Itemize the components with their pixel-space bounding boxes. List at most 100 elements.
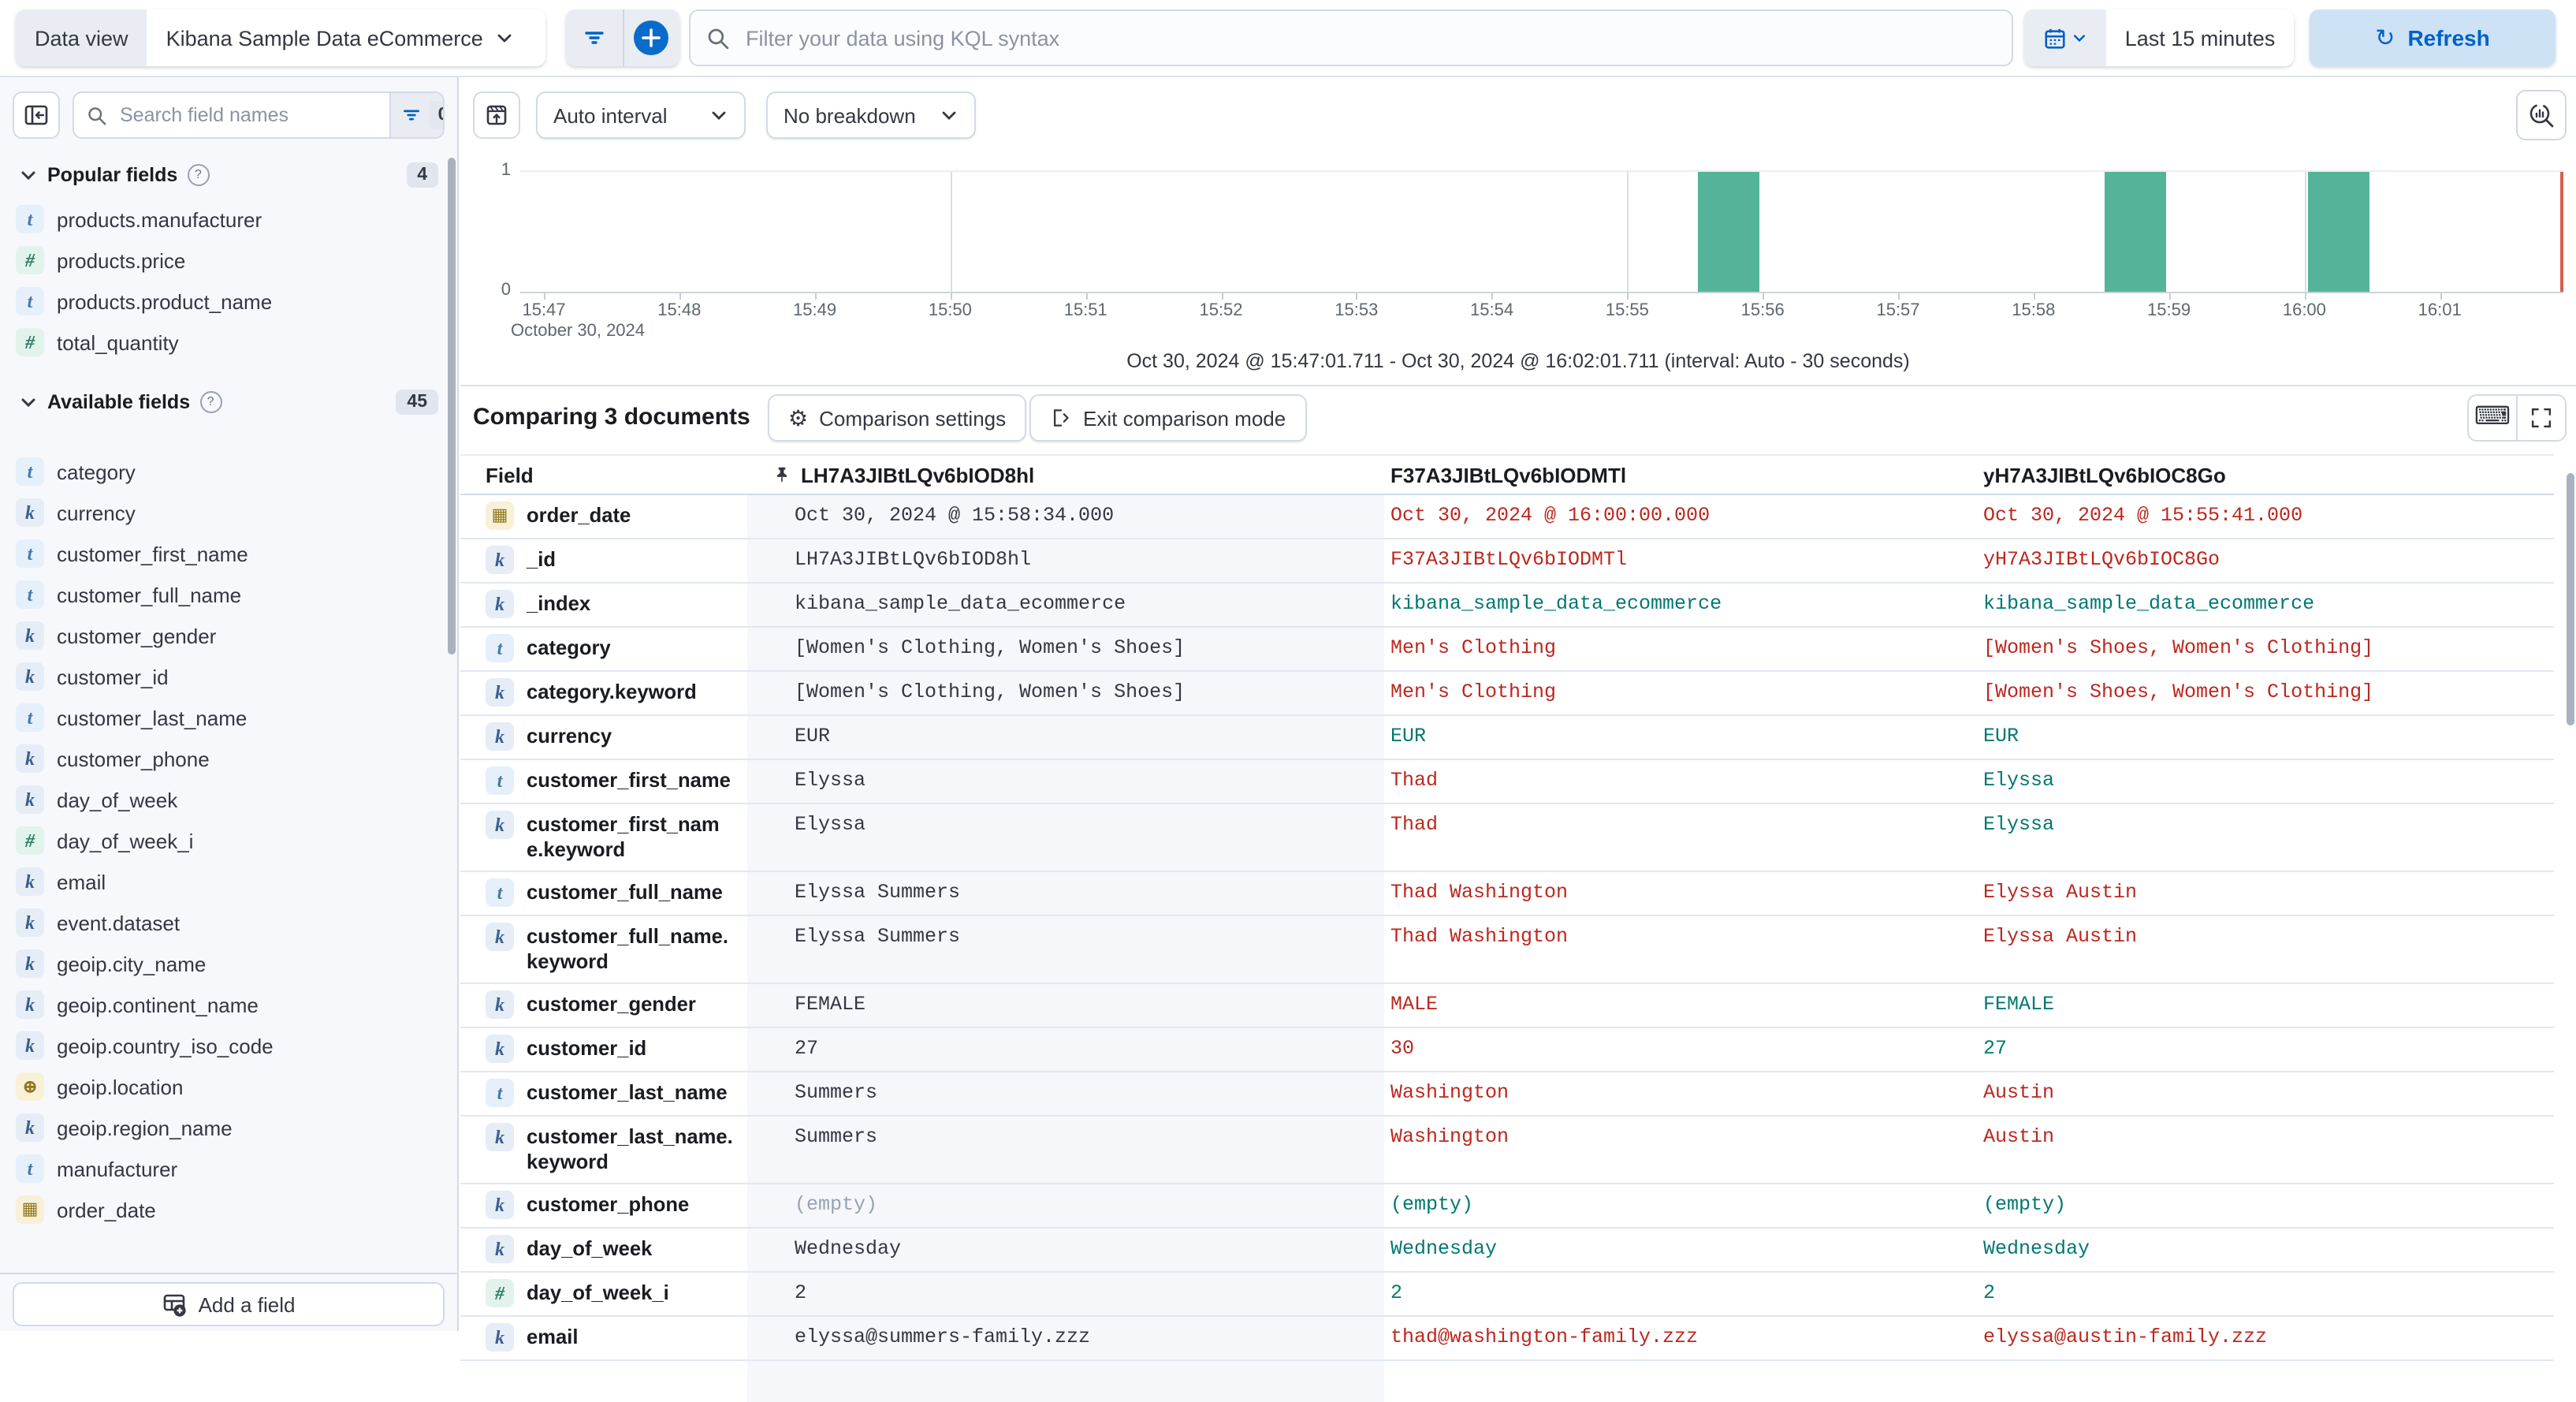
table-row[interactable]: t customer_full_name Elyssa Summers Thad… [460, 872, 2554, 916]
field-list-item[interactable]: # day_of_week_i [0, 820, 457, 861]
pinned-value-cell: EUR [747, 716, 1384, 759]
field-type-icon: k [486, 1323, 514, 1352]
table-row[interactable]: k _index kibana_sample_data_ecommerce ki… [460, 584, 2554, 628]
table-scrollbar[interactable] [2567, 473, 2574, 725]
field-list-item[interactable]: ▦ order_date [0, 1189, 457, 1230]
field-list-item[interactable]: t category [0, 451, 457, 492]
add-field-button[interactable]: Add a field [13, 1282, 445, 1326]
main-content: Auto interval No breakdown 1 0 15:47 15:4… [460, 76, 2576, 1402]
table-row[interactable]: t category [Women's Clothing, Women's Sh… [460, 628, 2554, 672]
add-filter-button[interactable] [622, 9, 679, 66]
field-list-item[interactable]: t products.product_name [0, 281, 457, 322]
y-axis-tick-0: 0 [501, 281, 511, 300]
table-row[interactable]: k email elyssa@summers-family.zzz thad@w… [460, 1317, 2554, 1361]
field-list-item[interactable]: k currency [0, 492, 457, 533]
data-view-value[interactable]: Kibana Sample Data eCommerce [147, 9, 545, 66]
table-row[interactable]: k customer_last_name.keyword Summers Was… [460, 1117, 2554, 1184]
hide-chart-button[interactable] [473, 91, 520, 139]
value-cell-2: Oct 30, 2024 @ 15:55:41.000 [1983, 505, 2303, 527]
field-list-item[interactable]: t products.manufacturer [0, 199, 457, 240]
field-list-item[interactable]: ⊕ geoip.location [0, 1066, 457, 1107]
field-list-item[interactable]: t customer_full_name [0, 574, 457, 615]
doc-header-1[interactable]: F37A3JIBtLQv6bIODMTl [1384, 463, 1977, 487]
table-row-partial [460, 1361, 2554, 1402]
fullscreen-button[interactable] [2516, 396, 2565, 440]
x-axis-tick: 15:54 [1470, 301, 1514, 320]
field-column-header[interactable]: Field [486, 463, 534, 487]
x-axis-tick: 15:58 [2012, 301, 2056, 320]
keyboard-shortcuts-button[interactable]: ⌨ [2469, 396, 2516, 440]
table-row[interactable]: k customer_gender FEMALE MALE FEMALE [460, 984, 2554, 1028]
value-cell-1: 2 [1390, 1282, 1403, 1304]
kql-search-bar[interactable] [689, 9, 2013, 66]
table-row[interactable]: k currency EUR EUR EUR [460, 716, 2554, 760]
kql-input[interactable] [743, 24, 1996, 51]
table-row[interactable]: k customer_first_name.keyword Elyssa Tha… [460, 804, 2554, 872]
field-list-item[interactable]: k customer_phone [0, 738, 457, 779]
field-type-icon: # [16, 328, 44, 356]
data-view-picker[interactable]: Data view Kibana Sample Data eCommerce [16, 9, 545, 66]
time-range-value[interactable]: Last 15 minutes [2106, 9, 2294, 66]
popular-fields-count: 4 [406, 162, 438, 188]
field-list-item[interactable]: k event.dataset [0, 902, 457, 943]
edit-visualization-button[interactable] [2516, 90, 2567, 140]
field-search-inner[interactable] [74, 93, 389, 137]
field-list-item[interactable]: k geoip.country_iso_code [0, 1025, 457, 1066]
field-list-item[interactable]: # total_quantity [0, 322, 457, 363]
available-fields-header[interactable]: Available fields ? 45 [0, 385, 457, 419]
exit-comparison-button[interactable]: Exit comparison mode [1029, 394, 1307, 442]
x-axis-tick: 15:57 [1876, 301, 1920, 320]
value-cell-2: Elyssa [1983, 814, 2055, 836]
table-row[interactable]: k category.keyword [Women's Clothing, Wo… [460, 672, 2554, 716]
field-type-icon: k [16, 662, 44, 691]
breakdown-select[interactable]: No breakdown [766, 91, 976, 139]
table-row[interactable]: ▦ order_date Oct 30, 2024 @ 15:58:34.000… [460, 495, 2554, 539]
field-name: day_of_week_i [57, 829, 194, 852]
table-row[interactable]: # day_of_week_i 2 2 2 [460, 1273, 2554, 1317]
field-name: manufacturer [57, 1157, 178, 1180]
table-row[interactable]: t customer_first_name Elyssa Thad Elyssa [460, 760, 2554, 804]
histogram-plot[interactable] [520, 170, 2563, 300]
field-list-item[interactable]: k customer_gender [0, 615, 457, 656]
table-row[interactable]: k _id LH7A3JIBtLQv6bIOD8hl F37A3JIBtLQv6… [460, 539, 2554, 584]
value-cell-1: MALE [1390, 994, 1439, 1016]
field-list-item[interactable]: t customer_last_name [0, 697, 457, 738]
pinned-value-cell: LH7A3JIBtLQv6bIOD8hl [747, 539, 1384, 582]
histogram-bar[interactable] [2104, 172, 2166, 292]
collapse-sidebar-button[interactable] [13, 91, 60, 139]
field-filter-button[interactable]: 0 [389, 93, 443, 137]
table-row[interactable]: k customer_full_name.keyword Elyssa Summ… [460, 916, 2554, 984]
field-cell: k customer_id [460, 1028, 747, 1071]
field-search-input[interactable] [117, 103, 377, 128]
popular-fields-header[interactable]: Popular fields ? 4 [0, 158, 457, 192]
field-list-item[interactable]: k geoip.continent_name [0, 984, 457, 1025]
calendar-menu-button[interactable] [2024, 9, 2106, 66]
comparison-settings-label: Comparison settings [819, 406, 1007, 430]
table-row[interactable]: k customer_phone (empty) (empty) (empty) [460, 1184, 2554, 1229]
field-list-item[interactable]: t manufacturer [0, 1148, 457, 1189]
field-list-item[interactable]: k day_of_week [0, 779, 457, 820]
histogram-bar[interactable] [2307, 172, 2369, 292]
refresh-button[interactable]: ↻ Refresh [2310, 9, 2556, 66]
field-list-item[interactable]: k geoip.region_name [0, 1107, 457, 1148]
filter-menu-button[interactable] [566, 9, 622, 66]
sidebar-scrollbar[interactable] [448, 158, 456, 654]
x-axis-tick: 16:00 [2282, 301, 2326, 320]
table-row[interactable]: k day_of_week Wednesday Wednesday Wednes… [460, 1229, 2554, 1273]
search-icon [708, 28, 729, 49]
field-name: order_date [527, 503, 631, 527]
interval-select[interactable]: Auto interval [536, 91, 746, 139]
pinned-doc-header[interactable]: LH7A3JIBtLQv6bIOD8hl [747, 463, 1384, 487]
field-list-item[interactable]: k email [0, 861, 457, 902]
filter-icon [404, 110, 419, 121]
field-list-item[interactable]: # products.price [0, 240, 457, 281]
field-list-item[interactable]: t customer_first_name [0, 533, 457, 574]
field-list-item[interactable]: k geoip.city_name [0, 943, 457, 984]
table-row[interactable]: k customer_id 27 30 27 [460, 1028, 2554, 1072]
histogram-bar[interactable] [1698, 172, 1760, 292]
table-row[interactable]: t customer_last_name Summers Washington … [460, 1072, 2554, 1117]
field-list-item[interactable]: k customer_id [0, 656, 457, 697]
doc-header-2[interactable]: yH7A3JIBtLQv6bIOC8Go [1977, 463, 2554, 487]
x-axis-tick: 15:53 [1335, 301, 1379, 320]
comparison-settings-button[interactable]: ⚙ Comparison settings [768, 394, 1027, 442]
